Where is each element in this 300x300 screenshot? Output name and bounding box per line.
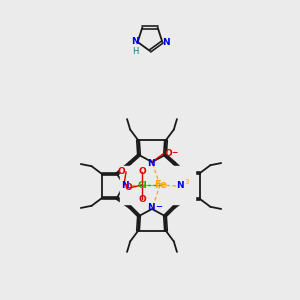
Text: Fe: Fe (154, 180, 167, 190)
Text: N: N (163, 38, 170, 46)
Text: O: O (164, 148, 172, 158)
Text: N: N (121, 182, 129, 190)
Text: 3: 3 (185, 179, 189, 185)
Bar (120, 166, 195, 204)
Text: H: H (132, 46, 139, 56)
Text: N: N (131, 37, 138, 46)
Text: O: O (138, 167, 146, 176)
Text: O: O (117, 167, 125, 176)
Text: N: N (176, 182, 184, 190)
Text: −: − (171, 148, 177, 158)
Text: −: − (155, 202, 163, 211)
Text: N: N (147, 158, 155, 167)
Text: O: O (138, 196, 146, 205)
Text: O: O (124, 184, 132, 193)
Text: N: N (147, 203, 155, 212)
Text: Cl: Cl (137, 181, 147, 190)
